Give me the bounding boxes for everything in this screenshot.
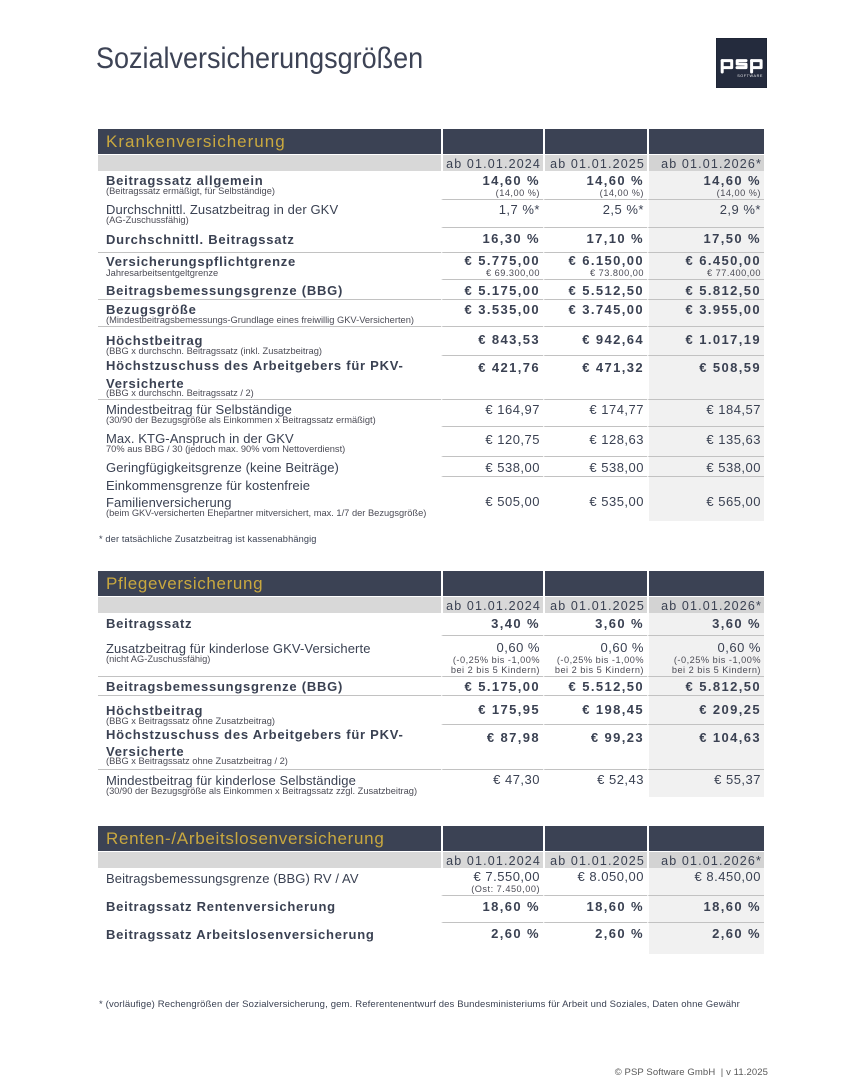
svg-text:SOFTWARE: SOFTWARE xyxy=(737,74,763,78)
